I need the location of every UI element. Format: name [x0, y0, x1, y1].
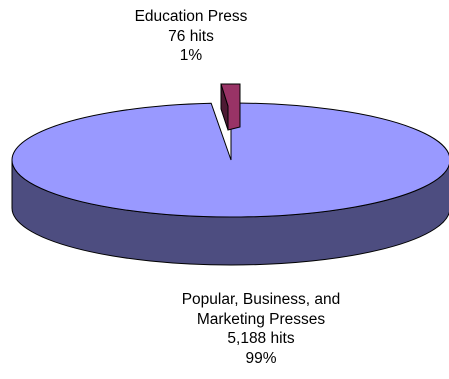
pie-slice-popular-business-marketing: [11, 102, 449, 218]
slice-label-hits: 5,188 hits: [227, 330, 295, 347]
slice-label-hits: 76 hits: [168, 27, 214, 45]
slice-label-name: Education Press: [134, 8, 248, 25]
pie-slices: [11, 83, 449, 266]
pie-slice-education-press: [220, 83, 241, 131]
slice-label-education-press: Education Press 76 hits 1%: [106, 7, 276, 66]
slice-label-percent: 99%: [245, 349, 277, 367]
slice-label-name-line-2: Marketing Presses: [196, 310, 326, 328]
slice-label-popular-business-marketing: Popular, Business, and Marketing Presses…: [126, 290, 396, 368]
slice-label-percent: 1%: [179, 47, 203, 64]
slice-label-name-line-1: Popular, Business, and: [181, 291, 341, 308]
